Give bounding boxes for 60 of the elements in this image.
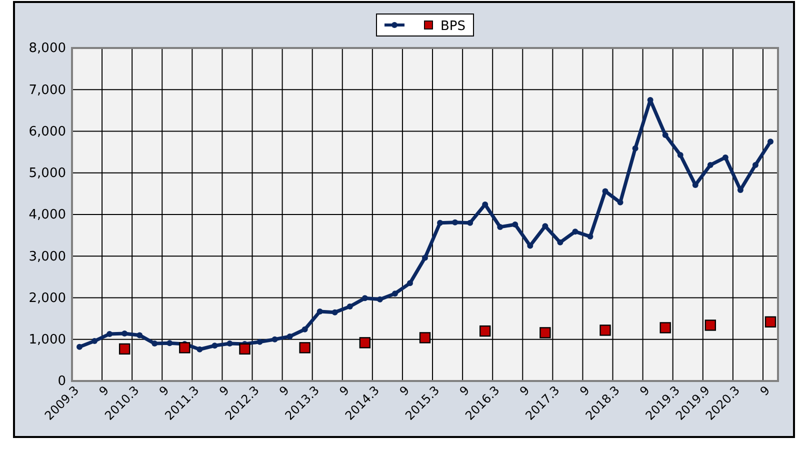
y-tick-label: 5,000 — [28, 166, 66, 182]
point — [122, 330, 128, 337]
point — [299, 342, 310, 354]
point — [406, 280, 413, 286]
point — [422, 254, 428, 261]
point — [272, 336, 278, 342]
point — [392, 290, 398, 297]
y-tick-label: 1,000 — [28, 332, 66, 348]
point — [752, 162, 758, 168]
point — [196, 346, 203, 352]
x-tick-label: 9 — [757, 383, 773, 399]
y-tick-label: 8,000 — [28, 41, 66, 56]
y-tick-label: 2,000 — [28, 290, 66, 306]
point — [376, 296, 383, 302]
point — [362, 295, 368, 302]
point — [704, 320, 716, 331]
y-tick-label: 0 — [58, 374, 66, 390]
point — [600, 324, 611, 336]
point — [76, 344, 83, 350]
point — [572, 228, 578, 235]
point — [542, 223, 548, 230]
y-tick-label: 3,000 — [28, 249, 66, 264]
point — [452, 219, 458, 226]
point — [212, 342, 218, 349]
point — [527, 242, 534, 249]
point — [118, 343, 130, 355]
point — [660, 322, 671, 334]
point — [677, 152, 684, 158]
point — [166, 340, 173, 346]
point — [286, 333, 293, 340]
point — [632, 145, 638, 152]
point — [256, 338, 263, 345]
y-tick-label: 4,000 — [28, 208, 66, 223]
point — [557, 239, 564, 246]
point — [722, 154, 728, 160]
point — [767, 138, 774, 145]
point — [497, 224, 504, 230]
point — [707, 162, 714, 168]
point — [512, 221, 518, 228]
point — [479, 325, 491, 337]
point — [302, 326, 308, 332]
point — [419, 332, 431, 344]
point — [467, 220, 474, 226]
point — [587, 234, 594, 240]
point — [359, 337, 371, 348]
legend-label: BPS — [440, 19, 466, 34]
point — [662, 132, 668, 138]
point — [764, 316, 776, 328]
point — [92, 338, 98, 344]
point — [136, 332, 143, 338]
point — [239, 343, 250, 355]
point — [540, 327, 551, 338]
point — [226, 340, 233, 347]
y-tick-label: 7,000 — [28, 82, 66, 98]
y-tick-label: 6,000 — [28, 124, 66, 140]
point — [346, 303, 353, 310]
point — [316, 308, 323, 314]
point — [152, 340, 158, 347]
point — [332, 309, 338, 316]
point — [179, 342, 190, 354]
